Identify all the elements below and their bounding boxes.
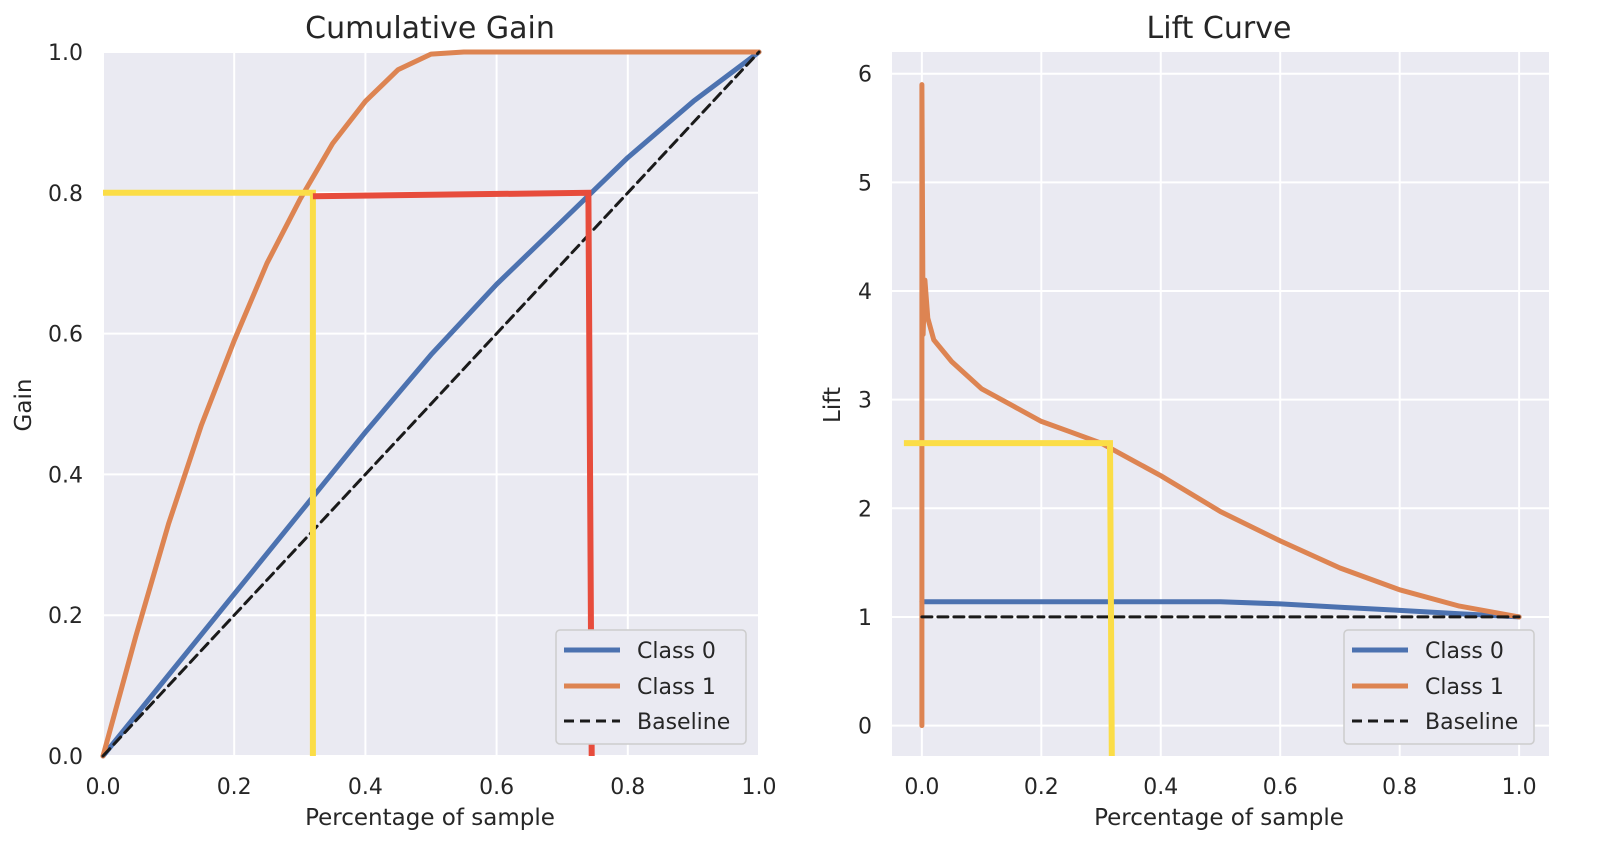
x-tick-label: 0.6 xyxy=(479,775,514,800)
y-tick-label: 2 xyxy=(858,497,872,522)
series-line-class-0 xyxy=(100,49,762,759)
x-axis-label: Percentage of sample xyxy=(305,805,555,831)
lift-curve-chart: 0.0 0.2 0.4 0.6 0.8 1.0 0 1 2 3 4 5 6 Lift Curve Per… xyxy=(820,11,1549,831)
y-tick-label: 0.6 xyxy=(48,323,83,348)
y-axis-label: Gain xyxy=(11,379,37,432)
series-group xyxy=(919,82,1522,729)
series-line-class-1 xyxy=(100,49,762,759)
x-tick-label: 0.2 xyxy=(217,775,252,800)
legend-box xyxy=(1343,629,1535,745)
legend-label-class-0: Class 0 xyxy=(637,639,716,664)
series-line-baseline xyxy=(101,50,761,758)
y-tick-label: 0.2 xyxy=(48,604,83,629)
y-tick-label: 1.0 xyxy=(48,41,83,66)
y-tick-label: 0.4 xyxy=(48,463,83,488)
y-tick-label: 3 xyxy=(858,389,872,414)
cumulative-gain-chart: 0.0 0.2 0.4 0.6 0.8 1.0 0.0 0.2 0.4 0.6 0.8 1.0 Cum… xyxy=(11,11,777,831)
x-tick-label: 0.0 xyxy=(904,775,939,800)
x-tick-label: 0.6 xyxy=(1263,775,1298,800)
y-tick-label: 6 xyxy=(858,63,872,88)
x-tick-label: 1.0 xyxy=(1502,775,1537,800)
x-axis-label: Percentage of sample xyxy=(1094,805,1344,831)
y-tick-label: 0.8 xyxy=(48,182,83,207)
legend: Class 0 Class 1 Baseline xyxy=(555,629,747,745)
x-tick-label: 1.0 xyxy=(742,775,777,800)
x-tick-label: 0.8 xyxy=(1382,775,1417,800)
x-tick-label: 0.4 xyxy=(348,775,383,800)
chart-title: Lift Curve xyxy=(1147,11,1292,46)
legend-box xyxy=(555,629,747,745)
legend-label-class-1: Class 1 xyxy=(1425,675,1504,700)
y-tick-label: 4 xyxy=(858,280,872,305)
series-group xyxy=(100,49,762,759)
y-tick-label: 0.0 xyxy=(48,745,83,770)
annotation-group xyxy=(103,189,595,757)
legend-label-class-0: Class 0 xyxy=(1425,639,1504,664)
legend-label-baseline: Baseline xyxy=(637,710,730,735)
tick-labels: 0.0 0.2 0.4 0.6 0.8 1.0 0.0 0.2 0.4 0.6 0.8 1.0 xyxy=(48,41,777,800)
series-line-class-0 xyxy=(919,599,1522,620)
annotation-group xyxy=(903,440,1115,757)
legend: Class 0 Class 1 Baseline xyxy=(1343,629,1535,745)
chart-title: Cumulative Gain xyxy=(305,11,555,46)
annotation-line xyxy=(903,440,1115,757)
legend-label-class-1: Class 1 xyxy=(637,675,716,700)
series-line-class-1 xyxy=(919,82,1522,729)
x-tick-label: 0.8 xyxy=(610,775,645,800)
y-tick-label: 0 xyxy=(858,715,872,740)
annotation-line xyxy=(103,189,316,756)
tick-labels: 0.0 0.2 0.4 0.6 0.8 1.0 0 1 2 3 4 5 6 xyxy=(858,63,1537,800)
y-axis-label: Lift xyxy=(820,387,846,423)
annotation-line xyxy=(312,189,595,757)
x-tick-label: 0.0 xyxy=(86,775,121,800)
x-tick-label: 0.4 xyxy=(1143,775,1178,800)
x-tick-label: 0.2 xyxy=(1024,775,1059,800)
legend-label-baseline: Baseline xyxy=(1425,710,1518,735)
y-tick-label: 1 xyxy=(858,606,872,631)
y-tick-label: 5 xyxy=(858,171,872,196)
